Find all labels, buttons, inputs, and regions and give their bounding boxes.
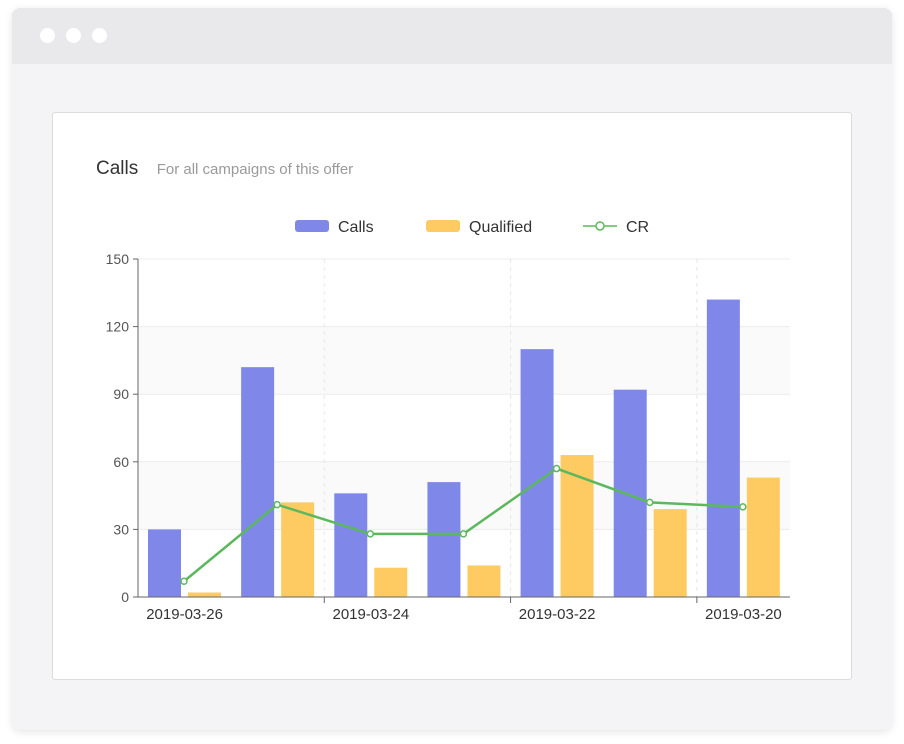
x-axis: 2019-03-26 2019-03-24 2019-03-22 2019-03-20 — [138, 596, 790, 623]
cr-point — [366, 530, 375, 538]
cr-line-series — [180, 464, 747, 585]
window-dot-1[interactable] — [40, 28, 55, 43]
legend-calls: Calls — [295, 219, 374, 236]
bar-qualified — [746, 477, 780, 597]
cr-point — [459, 530, 468, 538]
legend-cr: CR — [583, 219, 649, 236]
legend-qualified: Qualified — [426, 219, 532, 236]
x-tick-label: 2019-03-20 — [705, 606, 782, 623]
legend-swatch — [295, 220, 329, 232]
bar-calls — [706, 299, 740, 597]
card-subtitle: For all campaigns of this offer — [156, 161, 354, 178]
plot-background — [138, 326, 790, 530]
y-tick-label: 30 — [113, 521, 129, 537]
bar-qualified — [653, 509, 687, 597]
bar-qualified — [281, 502, 315, 597]
card-header: Calls For all campaigns of this offer — [96, 158, 353, 180]
legend-swatch-point — [595, 221, 605, 231]
legend-swatch — [426, 220, 460, 232]
y-tick-label: 120 — [106, 319, 130, 335]
x-tick-label: 2019-03-22 — [519, 606, 596, 623]
plot-band — [138, 461, 790, 530]
bar-qualified — [467, 565, 501, 597]
calls-chart: Calls Qualified CR 0 30 60 90 120 150 2019-03-2… — [106, 219, 790, 623]
y-tick-label: 0 — [121, 589, 129, 605]
bar-calls — [427, 482, 461, 597]
legend-label: Qualified — [469, 219, 532, 236]
x-tick-label: 2019-03-24 — [332, 606, 409, 623]
card-title: Calls — [96, 158, 139, 179]
bar-calls — [613, 389, 647, 597]
y-tick-label: 90 — [113, 386, 129, 402]
cr-point — [180, 577, 188, 585]
bar-calls — [241, 367, 275, 597]
x-tick-label: 2019-03-26 — [146, 606, 223, 623]
bar-calls — [334, 493, 368, 597]
grid-lines — [138, 258, 790, 598]
window-dot-2[interactable] — [66, 28, 81, 43]
cr-point — [552, 464, 561, 473]
browser-window: Calls For all campaigns of this offer Ca… — [12, 8, 892, 730]
y-axis: 0 30 60 90 120 150 — [106, 251, 139, 605]
bar-series — [148, 299, 780, 597]
bar-calls — [148, 529, 181, 597]
bar-qualified — [374, 567, 408, 597]
cr-point — [273, 500, 281, 509]
legend-label: Calls — [338, 219, 374, 236]
y-tick-label: 150 — [106, 251, 130, 267]
plot-band — [138, 326, 790, 395]
y-tick-label: 60 — [113, 454, 129, 470]
cr-point — [739, 503, 747, 511]
legend-label: CR — [626, 219, 649, 236]
window-titlebar — [12, 8, 892, 64]
calls-card: Calls For all campaigns of this offer Ca… — [52, 112, 852, 680]
cr-point — [645, 498, 654, 507]
chart-legend: Calls Qualified CR — [295, 219, 649, 236]
window-dot-3[interactable] — [92, 28, 107, 43]
bar-qualified — [188, 592, 221, 597]
